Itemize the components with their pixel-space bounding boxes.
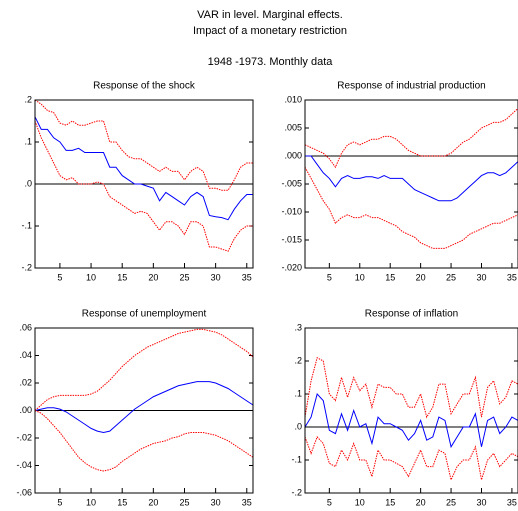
x-tick-label: 30 [476, 272, 486, 282]
page-subtitle: Impact of a monetary restriction [193, 25, 347, 37]
y-tick-label: .1 [24, 136, 32, 146]
x-tick-label: 5 [327, 272, 332, 282]
y-tick-label: -.1 [291, 454, 302, 464]
y-tick-label: .2 [24, 94, 32, 104]
plot-frame [34, 99, 254, 269]
x-tick-label: 20 [416, 497, 426, 507]
x-tick-label: 25 [446, 497, 456, 507]
y-tick-label: -.020 [281, 262, 302, 272]
x-tick-label: 20 [416, 272, 426, 282]
x-tick-label: 10 [355, 272, 365, 282]
y-tick-label: -.2 [291, 487, 302, 497]
y-tick-label: -.015 [281, 234, 302, 244]
page-title: VAR in level. Marginal effects. [197, 9, 343, 21]
plot-frame [304, 327, 518, 494]
x-tick-label: 10 [355, 497, 365, 507]
response-line [34, 328, 254, 411]
y-tick-label: -.1 [21, 220, 32, 230]
response-line [304, 166, 518, 249]
y-tick-label: .1 [294, 388, 302, 398]
response-line [304, 435, 518, 482]
y-tick-label: .02 [19, 377, 32, 387]
y-tick-label: -.005 [281, 178, 302, 188]
x-tick-label: 15 [117, 272, 127, 282]
y-tick-label: .010 [284, 94, 302, 104]
y-tick-label: .005 [284, 122, 302, 132]
x-tick-label: 5 [327, 497, 332, 507]
response-line [34, 99, 253, 191]
y-tick-label: .000 [284, 150, 302, 160]
panel-title: Response of inflation [365, 309, 458, 320]
y-tick-label: -.04 [16, 460, 32, 470]
response-line [305, 155, 518, 202]
x-tick-label: 5 [57, 497, 62, 507]
y-tick-label: .06 [19, 322, 32, 332]
panel-title: Response of industrial production [337, 81, 485, 92]
x-tick-label: 30 [476, 497, 486, 507]
x-tick-label: 10 [86, 272, 96, 282]
y-tick-label: .2 [294, 355, 302, 365]
panel-title: Response of unemployment [82, 309, 207, 320]
response-line [34, 116, 253, 221]
response-line [304, 108, 518, 169]
page-period: 1948 -1973. Monthly data [208, 56, 334, 68]
x-tick-label: 5 [57, 272, 62, 282]
response-line [304, 356, 518, 419]
y-tick-label: .0 [294, 421, 302, 431]
response-line [34, 120, 253, 252]
x-tick-label: 25 [179, 272, 189, 282]
x-tick-label: 35 [507, 497, 517, 507]
response-line [34, 410, 254, 472]
x-tick-label: 25 [179, 497, 189, 507]
y-tick-label: .00 [19, 405, 32, 415]
panel-title: Response of the shock [93, 81, 196, 92]
x-tick-label: 15 [385, 497, 395, 507]
y-tick-label: -.2 [21, 262, 32, 272]
y-tick-label: .0 [24, 178, 32, 188]
x-tick-label: 20 [148, 272, 158, 282]
plot-frame [34, 327, 254, 494]
response-line [304, 392, 518, 449]
x-tick-label: 35 [242, 497, 252, 507]
y-tick-label: -.02 [16, 432, 32, 442]
y-tick-label: .04 [19, 350, 32, 360]
x-tick-label: 35 [242, 272, 252, 282]
y-tick-label: .3 [294, 322, 302, 332]
x-tick-label: 30 [211, 272, 221, 282]
x-tick-label: 30 [211, 497, 221, 507]
x-tick-label: 25 [446, 272, 456, 282]
response-line [34, 381, 254, 434]
x-tick-label: 35 [507, 272, 517, 282]
x-tick-label: 15 [117, 497, 127, 507]
x-tick-label: 10 [86, 497, 96, 507]
y-tick-label: -.06 [16, 487, 32, 497]
x-tick-label: 15 [385, 272, 395, 282]
x-tick-label: 20 [148, 497, 158, 507]
y-tick-label: -.010 [281, 206, 302, 216]
plot-frame [304, 99, 518, 269]
